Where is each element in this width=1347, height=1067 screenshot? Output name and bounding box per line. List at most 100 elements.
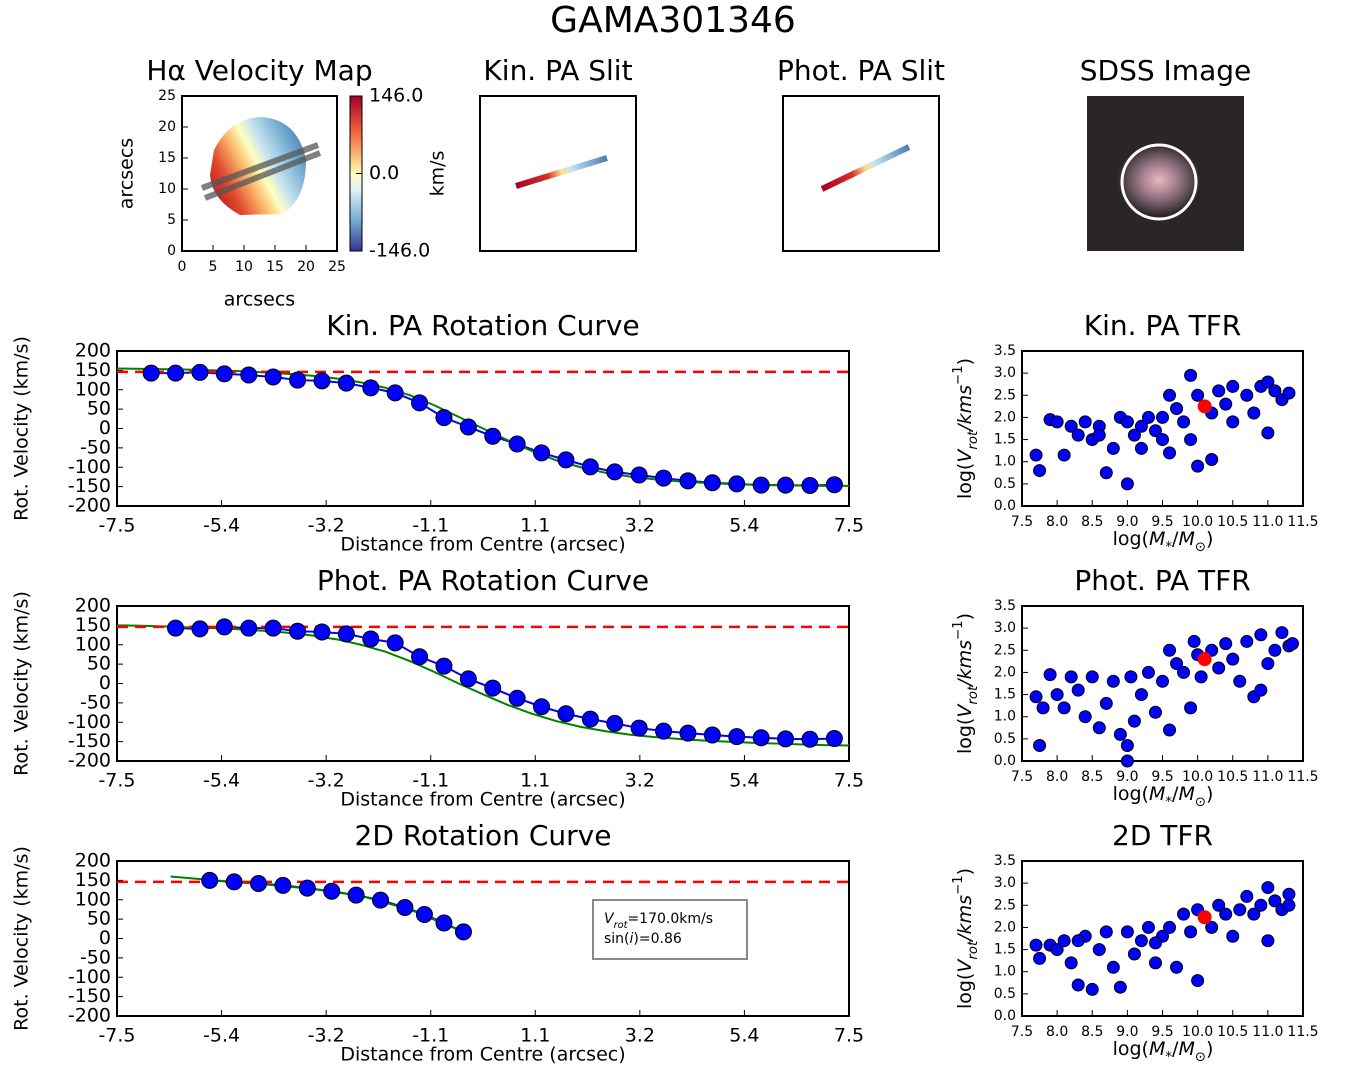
label-part: V <box>604 911 615 927</box>
y-axis-label: arcsecs <box>116 138 138 209</box>
data-point <box>1187 634 1201 648</box>
x-tick-label: 11.0 <box>1252 1024 1283 1040</box>
data-point <box>630 466 648 484</box>
data-point <box>1099 696 1113 710</box>
data-point <box>752 729 770 747</box>
panel-title: 2D TFR <box>1112 819 1213 852</box>
data-point <box>1120 415 1134 429</box>
data-point <box>1170 960 1184 974</box>
label-part: ) <box>954 868 976 875</box>
x-tick-label: -7.5 <box>98 770 135 792</box>
y-tick-label: 3.0 <box>994 875 1016 891</box>
y-tick-label: 200 <box>75 850 111 872</box>
x-tick-label: 11.0 <box>1252 514 1283 530</box>
y-tick-label: 1.5 <box>994 942 1016 958</box>
data-point <box>1050 415 1064 429</box>
data-point <box>1085 982 1099 996</box>
data-point <box>225 873 243 891</box>
y-tick-label: 3.0 <box>994 365 1016 381</box>
data-point <box>1071 428 1085 442</box>
data-point <box>1127 947 1141 961</box>
curve <box>116 367 849 487</box>
x-tick-label: 8.5 <box>1081 514 1103 530</box>
data-point <box>606 463 624 481</box>
colorbar-tick-label: -146.0 <box>369 240 430 262</box>
x-tick-label: 10.5 <box>1217 1024 1248 1040</box>
data-point <box>557 705 575 723</box>
data-point <box>1261 934 1275 948</box>
data-point <box>1254 628 1268 642</box>
data-point <box>1177 907 1191 921</box>
y-axis-label: Rot. Velocity (km/s) <box>11 591 33 776</box>
data-point <box>1134 688 1148 702</box>
data-point <box>1170 402 1184 416</box>
data-point <box>274 876 292 894</box>
data-point <box>1177 415 1191 429</box>
x-tick-label: 10 <box>235 259 253 275</box>
data-point <box>1233 903 1247 917</box>
data-point <box>167 364 185 382</box>
x-tick-label: 15 <box>266 259 284 275</box>
data-point <box>1226 415 1240 429</box>
data-point <box>728 475 746 493</box>
data-point <box>1184 925 1198 939</box>
y-tick-label: 10 <box>158 181 176 197</box>
data-point <box>1191 459 1205 473</box>
kin-slit-strip <box>515 155 608 189</box>
y-tick-label: 3.5 <box>994 853 1016 869</box>
data-point <box>1219 397 1233 411</box>
data-point <box>801 730 819 748</box>
label-part: log( <box>954 973 976 1009</box>
data-point <box>1057 701 1071 715</box>
x-axis-label: log(M*/M⊙) <box>1113 528 1214 555</box>
y-tick-label: 100 <box>75 378 111 400</box>
y-tick-label: 20 <box>158 119 176 135</box>
x-tick-label: 10.0 <box>1182 514 1213 530</box>
x-tick-label: 8.0 <box>1046 769 1068 785</box>
x-tick-label: 8.0 <box>1046 1024 1068 1040</box>
data-point <box>581 710 599 728</box>
data-point <box>215 365 233 383</box>
data-point <box>323 882 341 900</box>
data-point <box>1226 379 1240 393</box>
data-point <box>313 623 331 641</box>
data-point <box>1113 980 1127 994</box>
data-point <box>533 698 551 716</box>
data-point <box>1261 426 1275 440</box>
data-point <box>1282 898 1296 912</box>
data-point <box>362 379 380 397</box>
x-tick-label: -3.2 <box>308 1025 345 1047</box>
data-point <box>1205 453 1219 466</box>
data-point <box>411 648 429 666</box>
y-tick-label: 0.5 <box>994 731 1016 747</box>
data-point <box>1127 428 1141 442</box>
panel-title: Kin. PA Slit <box>483 54 632 87</box>
data-point <box>1057 448 1071 462</box>
y-tick-label: -150 <box>68 730 111 752</box>
x-tick-label: 8.0 <box>1046 514 1068 530</box>
data-point <box>1268 894 1282 908</box>
y-tick-label: 200 <box>75 340 111 362</box>
data-point <box>1191 388 1205 402</box>
data-point <box>1134 419 1148 433</box>
data-point <box>435 409 453 427</box>
x-tick-label: 8.5 <box>1081 1024 1103 1040</box>
label-part: ) <box>1206 783 1213 805</box>
data-point <box>1285 637 1299 651</box>
data-point <box>1092 428 1106 442</box>
label-part: log( <box>954 463 976 499</box>
x-tick-label: 1.1 <box>520 770 550 792</box>
data-point <box>1141 920 1155 934</box>
y-tick-label: 0 <box>99 672 111 694</box>
label-part: /kms <box>954 895 976 943</box>
label-part: M <box>1178 783 1194 805</box>
y-tick-label: 50 <box>87 398 111 420</box>
data-point <box>728 728 746 746</box>
data-point <box>1106 674 1120 688</box>
data-point <box>1254 683 1268 697</box>
data-point <box>777 476 795 494</box>
data-point <box>1254 898 1268 912</box>
data-point <box>1197 652 1212 667</box>
data-point <box>1268 384 1282 398</box>
data-point <box>1261 881 1275 895</box>
